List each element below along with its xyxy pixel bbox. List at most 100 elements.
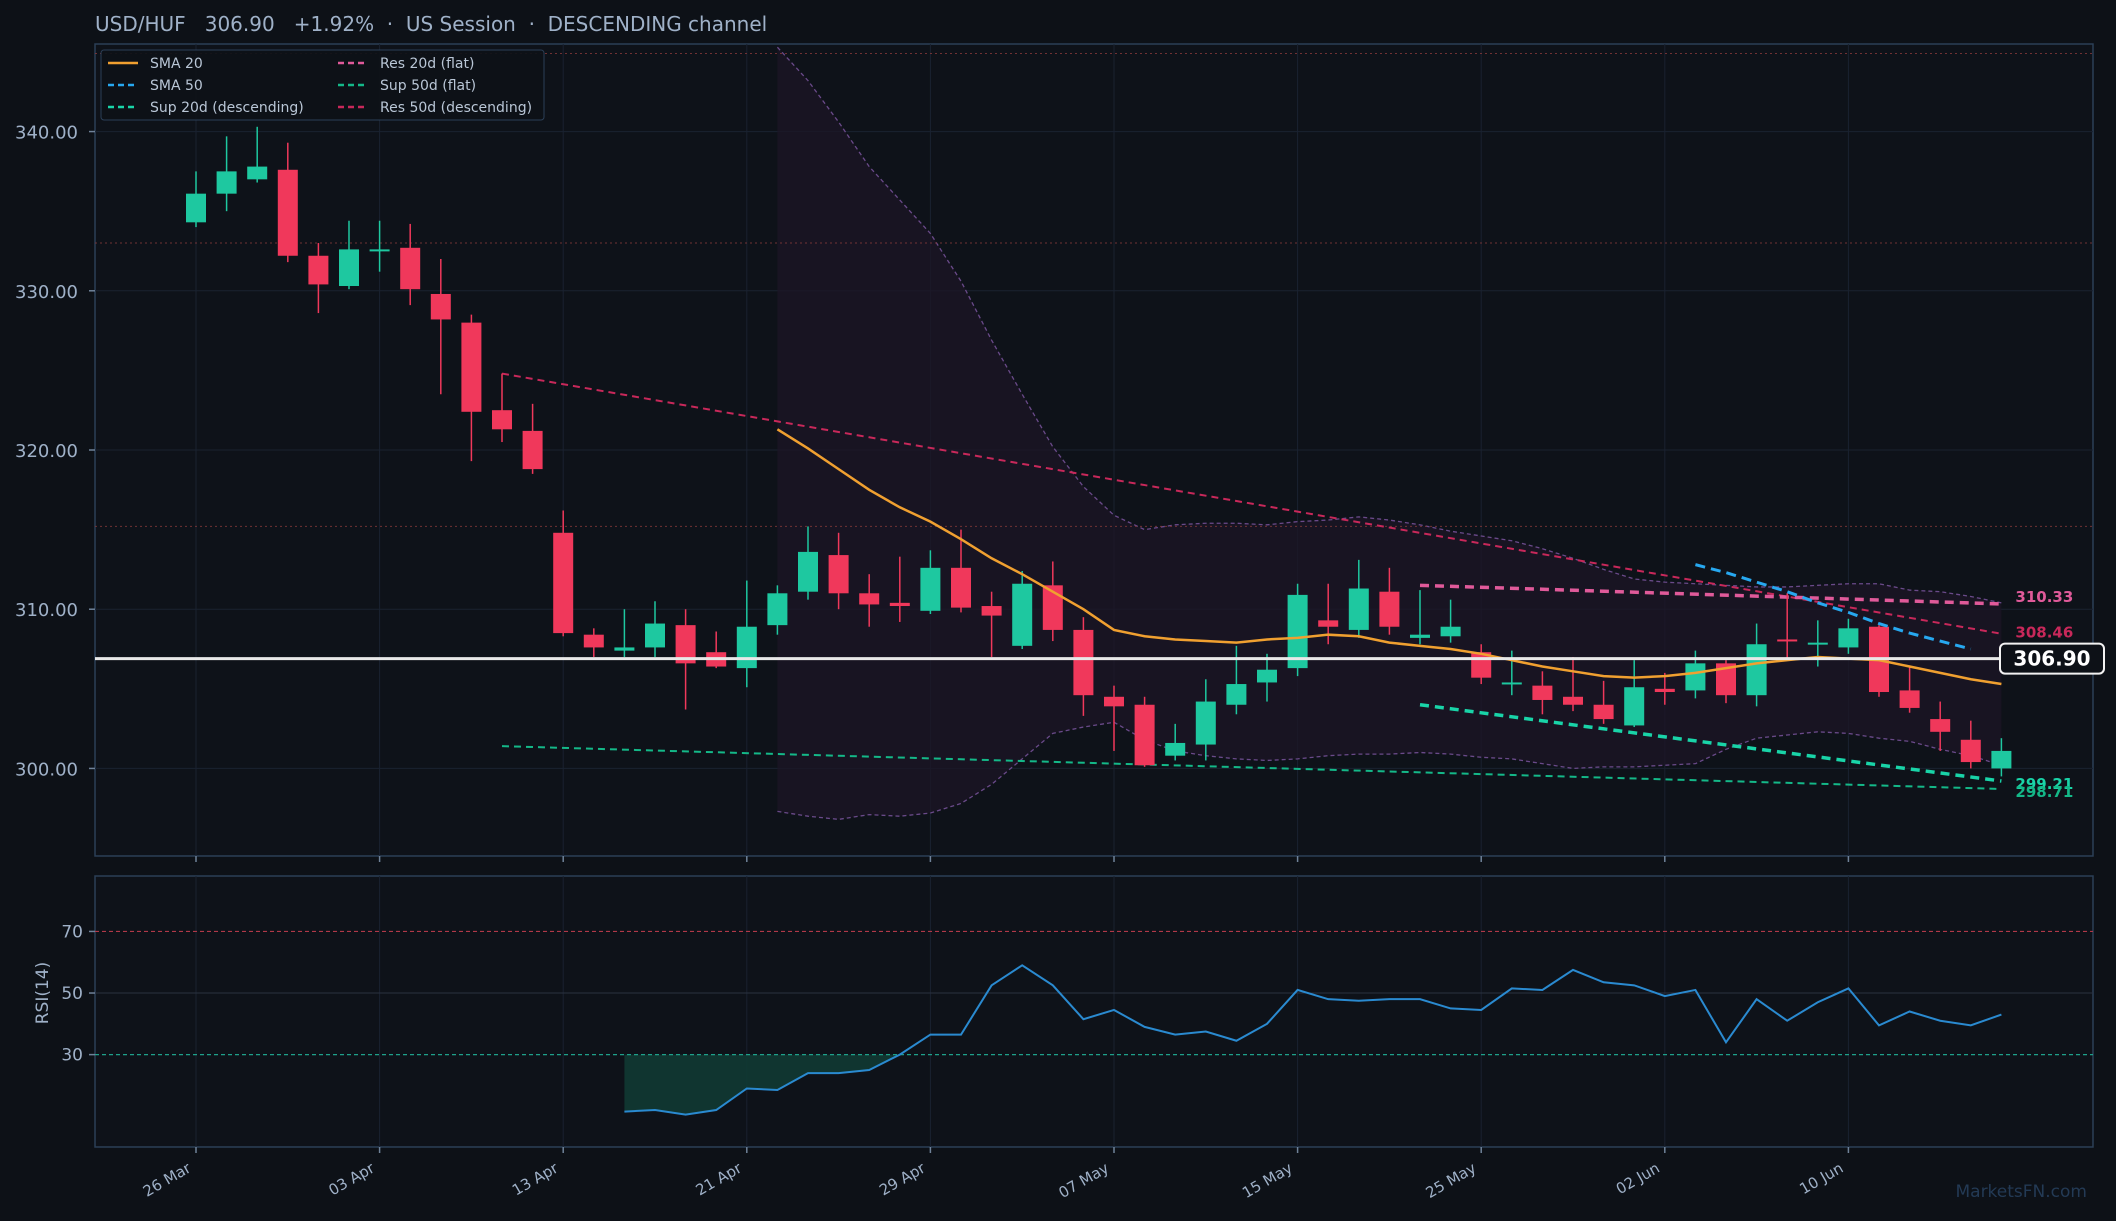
price-y-tick-label: 320.00: [15, 441, 78, 462]
candle-body: [1593, 704, 1614, 720]
candle-body: [1134, 704, 1155, 766]
legend-label-res20: Res 20d (flat): [380, 56, 474, 72]
candle-body: [859, 593, 880, 605]
candle-body: [1991, 750, 2012, 769]
bollinger-lower-line: [777, 721, 2002, 821]
candle-body: [1012, 583, 1033, 646]
last-price-line: 306.90: [95, 642, 2105, 675]
res20-value-label: 310.33: [2015, 588, 2073, 606]
candle-body: [645, 623, 665, 648]
candle-body: [277, 169, 298, 256]
candle-body: [461, 322, 482, 412]
candle-body: [1257, 669, 1277, 683]
candle-body: [492, 410, 512, 430]
candle-body: [1899, 690, 1920, 708]
candles: [186, 126, 2012, 777]
candle-body: [828, 555, 849, 594]
res50-value-label: 308.46: [2015, 624, 2073, 642]
rsi-y-tick-label: 50: [61, 984, 83, 1004]
candle-body: [1563, 696, 1583, 705]
candle-body: [1532, 685, 1553, 700]
rsi-y-tick-label: 70: [61, 922, 83, 942]
candle-body: [1685, 663, 1706, 691]
candle-body: [767, 593, 788, 626]
sup50-line: [501, 745, 2002, 790]
candle-body: [614, 647, 635, 651]
price-y-tick-label: 300.00: [15, 759, 78, 780]
candle-body: [1440, 626, 1461, 637]
candle-body: [186, 193, 206, 223]
candle-body: [920, 567, 941, 611]
rsi-y-tick-label: 30: [61, 1046, 83, 1066]
candle-body: [1226, 684, 1247, 705]
sup20-line: [1419, 703, 2002, 783]
rsi-oversold-fill: [624, 1054, 2002, 1115]
watermark: MarketsFN.com: [1955, 1182, 2087, 1202]
legend-label-sma20: SMA 20: [150, 56, 203, 72]
candle-body: [1165, 742, 1186, 756]
res50-line: [501, 372, 2002, 635]
candle-body: [400, 247, 421, 290]
candle-body: [1624, 687, 1645, 726]
bollinger-upper-line: [776, 46, 2002, 604]
candle-body: [798, 551, 818, 592]
rsi-panel-frame: [94, 875, 2094, 1148]
candle-body: [583, 634, 604, 648]
candle-body: [1501, 682, 1522, 685]
candle-body: [1379, 591, 1400, 627]
horizontal-levels: [95, 53, 2093, 527]
candle-body: [951, 567, 971, 608]
candle-body: [1348, 588, 1369, 630]
candle-body: [736, 626, 757, 669]
candle-body: [216, 171, 237, 194]
price-y-tick-label: 310.00: [15, 600, 78, 621]
price-y-axis: 300.00 310.00 320.00 330.00 340.00: [15, 123, 95, 780]
candle-body: [1716, 663, 1736, 696]
legend-label-res50: Res 50d (descending): [380, 100, 532, 116]
price-y-tick-label: 330.00: [15, 282, 78, 303]
candle-body: [1960, 739, 1981, 763]
candle-body: [247, 166, 268, 180]
candle-body: [1777, 639, 1798, 642]
rsi-line: [624, 964, 2002, 1116]
candle-body: [1195, 701, 1216, 745]
legend-label-sup20: Sup 20d (descending): [150, 100, 304, 116]
candle-body: [1410, 634, 1430, 638]
candle-body: [1287, 594, 1308, 669]
sma50-line: [1695, 563, 1972, 651]
candle-body: [339, 249, 359, 287]
rsi-axis-label: RSI(14): [33, 962, 53, 1025]
candle-body: [1318, 620, 1339, 627]
candle-body: [1104, 696, 1124, 707]
res20-line: [1419, 583, 2002, 606]
legend-box: [100, 49, 545, 121]
last-price-label: 306.90: [2013, 647, 2090, 671]
candle-body: [522, 430, 543, 470]
candle-body: [430, 293, 451, 320]
last-price-badge: [1999, 642, 2105, 675]
sup50-value-label: 298.71: [2015, 783, 2073, 801]
candle-body: [1042, 585, 1063, 630]
chart-title: USD/HUF 306.90 +1.92% · US Session · DES…: [95, 12, 767, 36]
legend: SMA 20 Res 20d (flat) SMA 50 Sup 50d (flat)…: [100, 49, 545, 121]
candle-body: [889, 602, 910, 607]
candle-body: [553, 532, 574, 634]
legend-label-sma50: SMA 50: [150, 78, 203, 94]
price-y-tick-label: 340.00: [15, 123, 78, 144]
candle-body: [308, 255, 329, 285]
candle-body: [369, 249, 390, 252]
legend-label-sup50: Sup 50d (flat): [380, 78, 476, 94]
sup20-value-label: 299.21: [2015, 775, 2073, 793]
candle-body: [1073, 629, 1094, 696]
candle-body: [981, 606, 1002, 616]
rsi-panel: 30 50 70 RSI(14): [33, 922, 2093, 1116]
candle-body: [1654, 688, 1675, 693]
candle-body: [1746, 644, 1767, 696]
candle-body: [1807, 642, 1828, 645]
candle-body: [1930, 719, 1951, 732]
candle-body: [1838, 628, 1859, 648]
candle-body: [675, 625, 696, 664]
